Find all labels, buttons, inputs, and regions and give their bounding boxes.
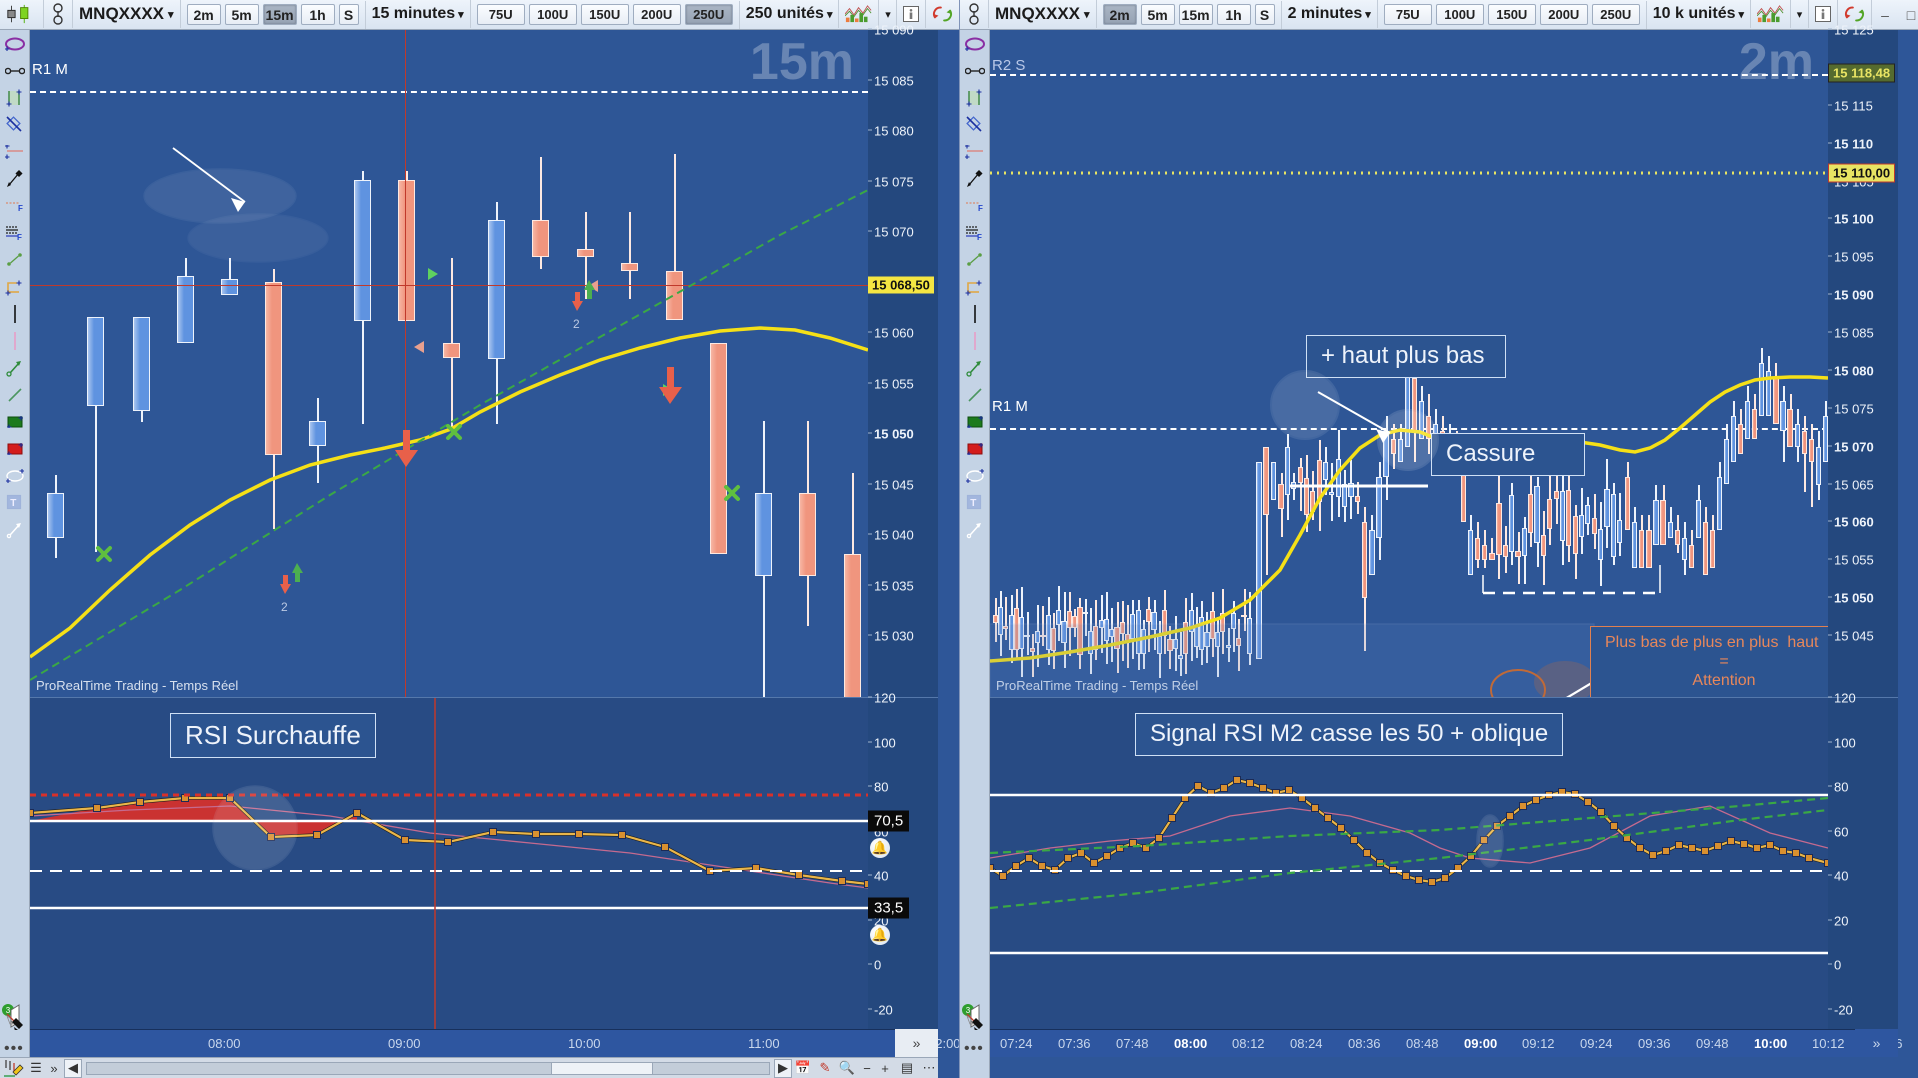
- svg-text:3: 3: [6, 1006, 11, 1015]
- svg-text:3: 3: [966, 1006, 971, 1015]
- svg-text:2: 2: [281, 600, 288, 614]
- svg-text:2: 2: [573, 317, 580, 331]
- svg-text:T: T: [970, 498, 976, 509]
- svg-text:F: F: [18, 204, 23, 212]
- svg-text:F: F: [977, 233, 982, 240]
- svg-text:F: F: [17, 233, 22, 240]
- svg-text:T: T: [10, 498, 16, 509]
- svg-text:F: F: [978, 204, 983, 212]
- svg-text:R2 S: R2 S: [992, 57, 1025, 74]
